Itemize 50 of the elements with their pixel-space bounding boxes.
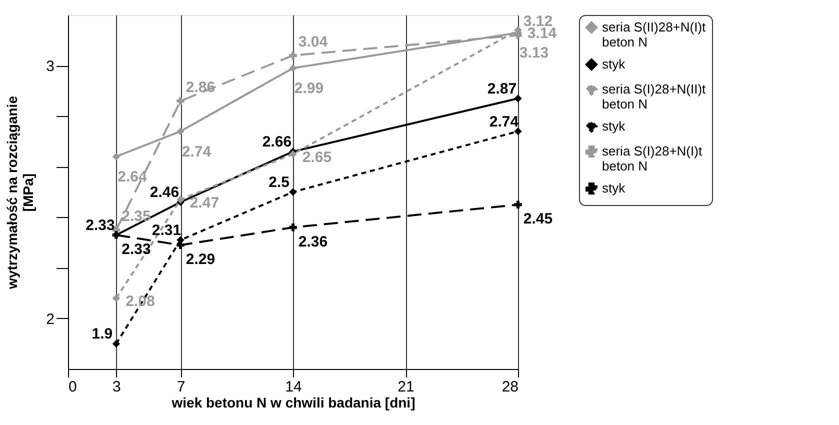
data-label: 2.29 <box>186 251 216 268</box>
point <box>176 196 184 204</box>
point <box>112 152 120 160</box>
point <box>112 294 120 302</box>
point <box>289 52 297 60</box>
point <box>176 97 184 105</box>
data-label: 2.36 <box>298 233 328 250</box>
x-tick-label: 0 <box>68 378 77 396</box>
data-label: 2.65 <box>302 149 332 166</box>
point <box>176 127 184 136</box>
x-tick-label: 28 <box>502 378 518 396</box>
data-label: 2.46 <box>150 184 180 202</box>
point <box>112 340 120 348</box>
data-label: 2.74 <box>182 143 212 160</box>
x-tick-label: 21 <box>398 378 414 396</box>
legend-label: styk <box>602 118 626 134</box>
data-label: 2.99 <box>294 80 324 98</box>
data-label: 2.35 <box>122 208 151 225</box>
y-tick-label: 2 <box>46 310 54 328</box>
x-tick-label: 7 <box>176 378 186 396</box>
data-label: 2.87 <box>487 80 517 98</box>
data-label: 3.13 <box>519 44 549 62</box>
x-tick-label: 14 <box>285 378 302 396</box>
data-label: 2.47 <box>190 194 220 212</box>
data-label: 2.64 <box>118 168 148 186</box>
y-axis-title: wytrzymałość na rozciąganie [MPa] <box>4 96 36 290</box>
x-tick-label: 3 <box>112 378 121 396</box>
point <box>176 241 184 249</box>
point <box>289 188 297 196</box>
data-label: 2.31 <box>152 222 182 240</box>
legend-label: styk <box>602 56 626 72</box>
point <box>289 64 297 72</box>
point <box>514 127 522 136</box>
point <box>514 94 522 102</box>
x-axis-title: wiek betonu N w chwili badania [dni] <box>170 394 416 410</box>
legend-label: styk <box>602 180 626 196</box>
data-label: 2.08 <box>126 293 155 310</box>
data-label: 2.66 <box>262 134 292 151</box>
point <box>289 224 297 232</box>
data-label: 3.04 <box>298 33 328 50</box>
point <box>514 200 522 209</box>
legend-label: seria S(I)28+N(I)t beton N <box>602 144 702 174</box>
legend-label: seria S(II)28+N(I)t beton N <box>602 20 706 50</box>
point <box>289 150 297 158</box>
data-label: 2.5 <box>268 174 290 191</box>
data-label: 1.9 <box>92 326 113 343</box>
data-label: 2.33 <box>86 216 115 234</box>
data-label: 2.45 <box>523 210 553 228</box>
data-label: 2.33 <box>122 240 151 258</box>
legend-label: seria S(I)28+N(II)t beton N <box>602 82 706 112</box>
